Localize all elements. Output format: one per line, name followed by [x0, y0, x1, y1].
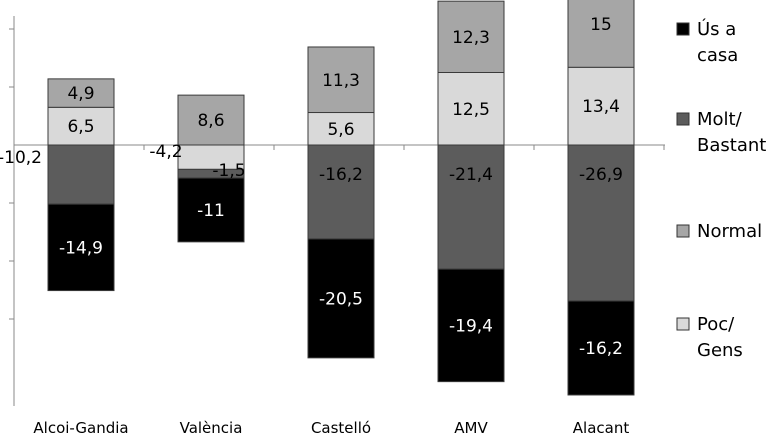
legend-swatch	[676, 22, 690, 36]
data-label: 13,4	[582, 97, 620, 117]
y-axis-ticks	[9, 28, 14, 320]
x-axis-ticks	[143, 145, 665, 150]
data-label: -16,2	[319, 165, 363, 185]
bar-segment	[47, 203, 115, 292]
category-label: Alacant	[573, 419, 630, 437]
data-label: -21,4	[449, 165, 493, 185]
data-label: -4,2	[149, 142, 182, 162]
legend-swatch	[676, 317, 690, 331]
category-label: València	[180, 419, 243, 437]
bar-segment	[437, 0, 505, 73]
legend-label: Poc/Gens	[697, 314, 743, 361]
data-label: 4,9	[67, 84, 94, 104]
data-label: -1,5	[212, 161, 245, 181]
data-label: 12,5	[452, 100, 490, 120]
data-labels: 6,5 4,9 -10,2 -14,9 -4,2 8,6 -1,5 -11 5,6 11,3 -16…	[0, 15, 623, 359]
bar-segment	[437, 144, 505, 270]
data-label: -11	[197, 201, 225, 221]
bar-segment	[567, 66, 635, 146]
category-label: Alcoi-Gandia	[33, 419, 128, 437]
data-label: 6,5	[67, 117, 94, 137]
data-label: -16,2	[579, 339, 623, 359]
bar-segment	[47, 144, 115, 205]
data-label: 12,3	[452, 28, 490, 48]
category-label: AMV	[454, 419, 488, 437]
category-labels: Alcoi-Gandia València Castelló AMV Alacant	[33, 419, 629, 437]
data-label: 8,6	[197, 111, 224, 131]
legend-swatch	[676, 224, 690, 238]
bar-segment	[567, 144, 635, 302]
legend: Ús a casa Molt/Bastant Normal Poc/Gens	[676, 18, 766, 361]
data-label: -19,4	[449, 316, 493, 336]
data-label: -26,9	[579, 165, 623, 185]
legend-swatch	[676, 112, 690, 126]
data-label: 5,6	[327, 120, 354, 140]
bar-segment	[567, 0, 635, 68]
bar-segment	[307, 46, 375, 114]
category-label: Castelló	[311, 419, 371, 437]
data-label: -20,5	[319, 289, 363, 309]
bars	[47, 0, 635, 396]
bar-segment	[437, 268, 505, 383]
bar-segment	[307, 238, 375, 359]
data-label: -14,9	[59, 238, 103, 258]
legend-label: Ús a casa	[697, 18, 738, 66]
bar-segment	[177, 94, 245, 146]
bar-segment	[437, 72, 505, 146]
bar-segment	[307, 112, 375, 146]
legend-label: Normal	[697, 221, 762, 242]
bar-segment	[567, 300, 635, 396]
bar-segment	[177, 177, 245, 243]
bar-segment	[47, 78, 115, 108]
legend-label: Molt/Bastant	[697, 109, 766, 156]
bar-segment	[307, 144, 375, 240]
data-label: 11,3	[322, 71, 360, 91]
data-label: 15	[590, 15, 612, 35]
bar-segment	[47, 106, 115, 146]
data-label: -10,2	[0, 148, 42, 168]
